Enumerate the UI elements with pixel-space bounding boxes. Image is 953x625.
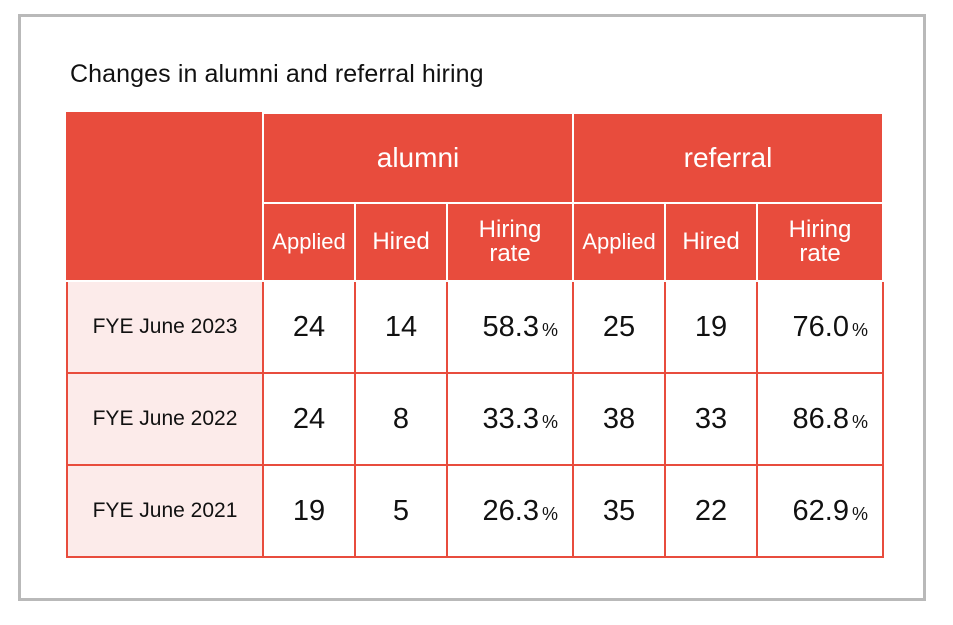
referral-applied-cell: 35 bbox=[572, 464, 667, 558]
row-label: FYE June 2022 bbox=[66, 372, 264, 466]
referral-applied-cell: 38 bbox=[572, 372, 667, 466]
alumni-hired-cell: 5 bbox=[354, 464, 448, 558]
rate-value: 26.3 bbox=[482, 494, 539, 527]
percent-sign: % bbox=[852, 411, 869, 432]
row-label: FYE June 2023 bbox=[66, 280, 264, 374]
percent-sign: % bbox=[542, 319, 559, 340]
rate-value: 33.3 bbox=[482, 402, 539, 435]
rate-value: 76.0 bbox=[792, 310, 849, 343]
rate-header-line2: rate bbox=[489, 240, 531, 267]
rate-value: 86.8 bbox=[792, 402, 849, 435]
alumni-hired-cell: 14 bbox=[354, 280, 448, 374]
alumni-applied-header: Applied bbox=[262, 202, 356, 282]
table-row: FYE June 2021 19 5 26.3% 35 22 62.9% bbox=[66, 464, 885, 558]
rate-value: 58.3 bbox=[482, 310, 539, 343]
percent-sign: % bbox=[852, 319, 869, 340]
rate-header-line1: Hiring bbox=[788, 216, 852, 243]
referral-hired-cell: 19 bbox=[664, 280, 759, 374]
alumni-rate-cell: 58.3% bbox=[445, 280, 575, 374]
rate-header-line2: rate bbox=[799, 240, 841, 267]
table-row: FYE June 2023 24 14 58.3% 25 19 76.0% bbox=[66, 280, 885, 374]
percent-sign: % bbox=[542, 503, 559, 524]
referral-applied-cell: 25 bbox=[572, 280, 667, 374]
referral-applied-header: Applied bbox=[572, 202, 667, 282]
referral-hired-header: Hired bbox=[664, 202, 759, 282]
referral-hired-cell: 22 bbox=[664, 464, 759, 558]
referral-rate-cell: 86.8% bbox=[756, 372, 885, 466]
alumni-applied-cell: 19 bbox=[262, 464, 356, 558]
table-title: Changes in alumni and referral hiring bbox=[70, 60, 484, 88]
hiring-table: alumni referral Applied Hired Hiring rat… bbox=[66, 112, 885, 558]
referral-hired-cell: 33 bbox=[664, 372, 759, 466]
alumni-hired-cell: 8 bbox=[354, 372, 448, 466]
referral-rate-cell: 76.0% bbox=[756, 280, 885, 374]
referral-group-header: referral bbox=[572, 112, 885, 204]
rate-value: 62.9 bbox=[792, 494, 849, 527]
percent-sign: % bbox=[852, 503, 869, 524]
referral-rate-cell: 62.9% bbox=[756, 464, 885, 558]
alumni-rate-header: Hiring rate bbox=[445, 202, 575, 282]
alumni-applied-cell: 24 bbox=[262, 372, 356, 466]
alumni-hired-header: Hired bbox=[354, 202, 448, 282]
rate-header-line1: Hiring bbox=[478, 216, 542, 243]
table-row: FYE June 2022 24 8 33.3% 38 33 86.8% bbox=[66, 372, 885, 466]
percent-sign: % bbox=[542, 411, 559, 432]
alumni-applied-cell: 24 bbox=[262, 280, 356, 374]
corner-header-cell bbox=[66, 112, 264, 282]
row-label: FYE June 2021 bbox=[66, 464, 264, 558]
alumni-group-header: alumni bbox=[261, 112, 575, 204]
referral-rate-header: Hiring rate bbox=[756, 202, 885, 282]
alumni-rate-cell: 26.3% bbox=[445, 464, 575, 558]
alumni-rate-cell: 33.3% bbox=[445, 372, 575, 466]
